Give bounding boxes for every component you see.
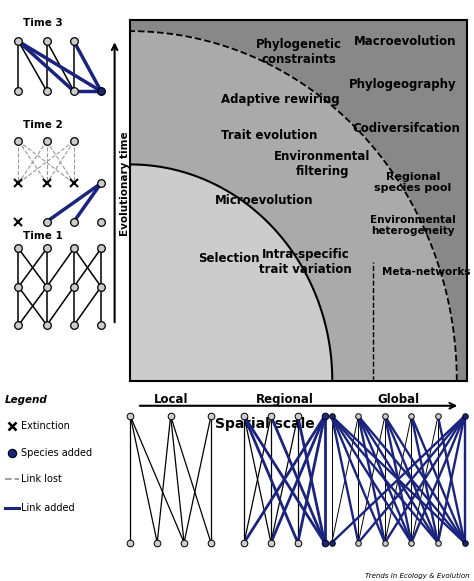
Text: Local: Local [154,393,188,406]
Text: Environmental
heterogeneity: Environmental heterogeneity [370,215,456,236]
Text: Meta-networks: Meta-networks [382,267,471,278]
Text: Global: Global [377,393,419,406]
Text: Legend: Legend [5,395,47,405]
Text: Environmental
filtering: Environmental filtering [274,150,370,178]
Text: Evolutionary time: Evolutionary time [119,131,129,235]
Text: Codiversifcation: Codiversifcation [352,122,460,135]
Text: Selection: Selection [198,252,259,264]
Text: Microevolution: Microevolution [214,194,313,207]
Text: Time 3: Time 3 [23,18,63,28]
Text: Adaptive rewiring: Adaptive rewiring [221,93,340,106]
Polygon shape [130,164,332,381]
Text: Regional
species pool: Regional species pool [374,171,452,193]
Text: Intra-specific
trait variation: Intra-specific trait variation [259,248,352,275]
Text: Link added: Link added [21,503,75,513]
Text: Phylogeography: Phylogeography [349,78,457,91]
Text: Spatial scale: Spatial scale [215,417,315,431]
Text: Time 2: Time 2 [23,120,63,130]
Text: Phylogenetic
constraints: Phylogenetic constraints [255,38,342,66]
Text: Trait evolution: Trait evolution [221,129,318,142]
Text: Trends in Ecology & Evolution: Trends in Ecology & Evolution [365,573,469,579]
Text: Extinction: Extinction [21,421,70,431]
Text: Species added: Species added [21,447,92,458]
Text: Time 1: Time 1 [23,231,63,241]
Polygon shape [130,31,457,381]
Text: Macroevolution: Macroevolution [354,35,457,48]
Text: Link lost: Link lost [21,474,62,485]
Text: Regional: Regional [255,393,313,406]
